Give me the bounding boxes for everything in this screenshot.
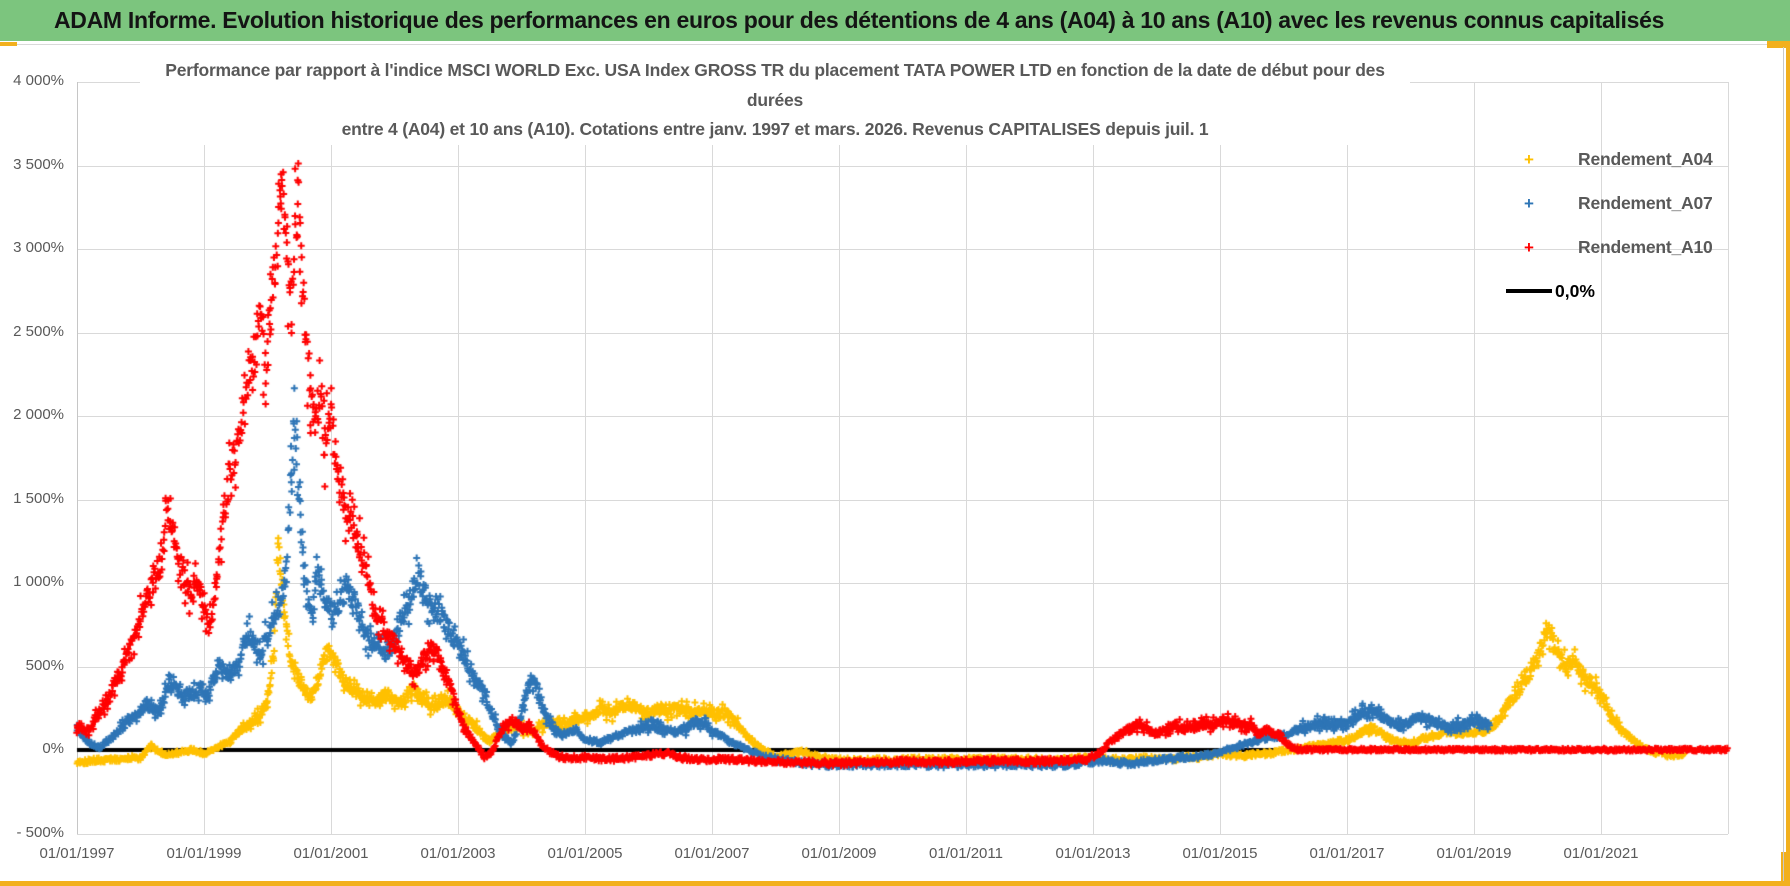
chart-title-line1: Performance par rapport à l'indice MSCI … xyxy=(165,60,1385,80)
plus-marker-icon: + xyxy=(1524,149,1534,169)
legend-item-rendement-a07[interactable]: + Rendement_A07 xyxy=(1506,188,1786,218)
legend-label: 0,0% xyxy=(1555,280,1595,301)
chart-title: Performance par rapport à l'indice MSCI … xyxy=(140,56,1410,145)
chart-title-line3: entre 4 (A04) et 10 ans (A10). Cotations… xyxy=(341,119,1209,139)
plus-marker-icon: + xyxy=(1524,237,1534,257)
legend-item-rendement-a04[interactable]: + Rendement_A04 xyxy=(1506,144,1786,174)
legend-label: Rendement_A04 xyxy=(1578,148,1713,169)
legend-item-rendement-a10[interactable]: + Rendement_A10 xyxy=(1506,232,1786,262)
chart-legend: + Rendement_A04 + Rendement_A07 + Rendem… xyxy=(1506,144,1786,320)
zero-line-swatch-icon xyxy=(1506,288,1552,294)
chart-title-line2: durées xyxy=(746,89,804,110)
legend-label: Rendement_A10 xyxy=(1578,236,1713,257)
plus-marker-icon: + xyxy=(1524,193,1534,213)
legend-item-zero-line[interactable]: 0,0% xyxy=(1506,276,1786,306)
legend-label: Rendement_A07 xyxy=(1578,192,1713,213)
